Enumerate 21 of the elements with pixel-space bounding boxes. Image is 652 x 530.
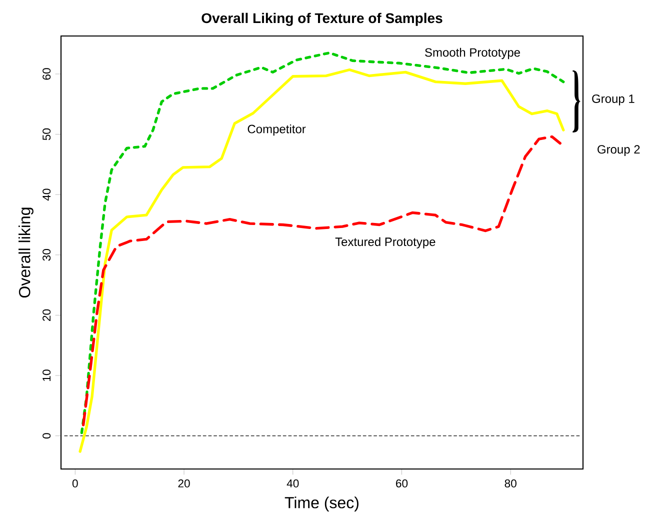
- x-tick-label: 60: [396, 479, 408, 488]
- x-tick-label: 20: [178, 479, 190, 488]
- x-tick-label: 40: [286, 479, 299, 488]
- y-tick-label: 10: [42, 370, 51, 381]
- y-tick-label: 50: [42, 128, 51, 140]
- chart-title: Overall Liking of Texture of Samples: [202, 12, 442, 26]
- series-label: Smooth Prototype: [425, 48, 520, 60]
- text: Group 2: [598, 145, 640, 156]
- y-tick-label: 30: [42, 249, 51, 261]
- text: Group 1: [592, 94, 634, 106]
- x-axis-title: Time (sec): [284, 496, 358, 512]
- x-tick-label: 0: [72, 479, 78, 488]
- series-label: Textured Prototype: [335, 237, 436, 248]
- y-tick-label: 20: [42, 309, 51, 321]
- y-axis-title: Overall liking: [18, 208, 34, 298]
- series-label: Competitor: [248, 124, 306, 136]
- y-tick-label: 40: [42, 188, 51, 201]
- x-tick-label: 80: [504, 479, 516, 488]
- y-tick-label: 0: [42, 433, 51, 439]
- line-series: [82, 135, 562, 426]
- y-tick-label: 60: [42, 68, 51, 80]
